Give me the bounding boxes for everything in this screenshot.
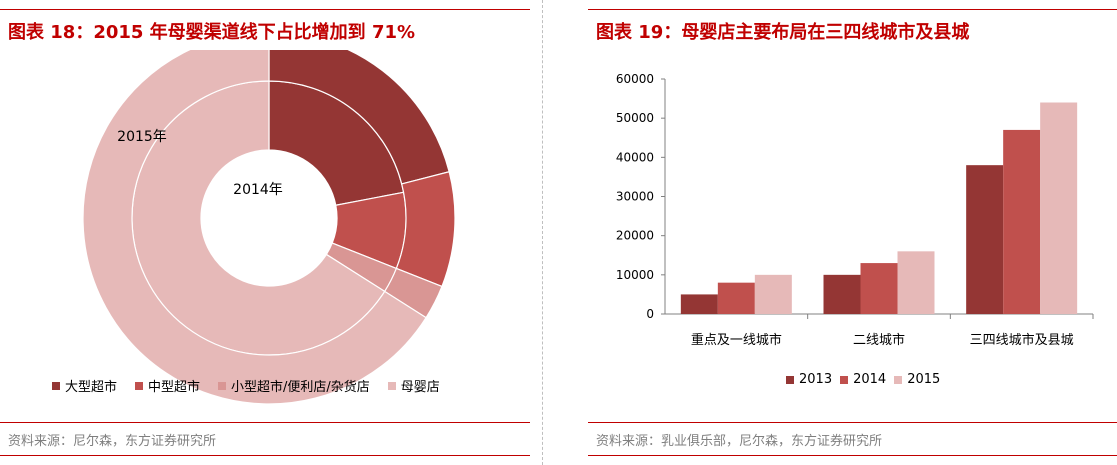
legend-item: 2013: [786, 372, 832, 387]
source-rule: [0, 422, 530, 423]
y-tick-label: 30000: [616, 190, 654, 204]
donut-slice: [82, 50, 427, 405]
source-note: 资料来源：乳业俱乐部，尼尔森，东方证券研究所: [596, 434, 883, 449]
chart-title: 图表 19：母婴店主要布局在三四线城市及县城: [596, 22, 970, 43]
source-note: 资料来源：尼尔森，东方证券研究所: [8, 434, 217, 449]
legend-swatch: [52, 381, 60, 390]
top-rule: [588, 9, 1117, 10]
legend-item: 小型超市/便利店/杂货店: [218, 376, 370, 395]
legend-swatch: [894, 375, 903, 384]
legend-item: 2015: [894, 372, 940, 387]
panel-divider: [542, 0, 543, 465]
legend-label: 大型超市: [65, 380, 118, 395]
donut-chart: 2014年 2015年: [82, 50, 456, 405]
bar: [897, 251, 935, 314]
bar: [717, 282, 755, 314]
legend-item: 大型超市: [52, 376, 117, 395]
legend-item: 中型超市: [135, 376, 200, 395]
legend-label: 中型超市: [148, 380, 201, 395]
legend-item: 2014: [840, 372, 886, 387]
bar: [966, 165, 1004, 314]
bar: [823, 274, 861, 314]
donut-slice: [395, 171, 456, 288]
left-panel: 图表 18：2015 年母婴渠道线下占比增加到 71% 2014年 2015年 大…: [0, 0, 530, 465]
legend-swatch: [135, 381, 144, 390]
right-panel: 图表 19：母婴店主要布局在三四线城市及县城 0 10000 20000 30000 4…: [588, 0, 1117, 465]
y-tick-label: 10000: [616, 268, 654, 282]
y-tick-label: 60000: [616, 72, 654, 86]
top-rule: [0, 9, 530, 10]
bar-chart: 0 10000 20000 30000 40000 50000 60000 重点及一线城市 二线…: [616, 72, 1094, 348]
bar-legend: 2013 2014 2015: [786, 372, 948, 387]
legend-swatch: [786, 375, 794, 384]
source-rule: [588, 422, 1117, 423]
y-tick-label: 0: [646, 307, 654, 321]
bottom-rule: [0, 455, 530, 456]
ring-label-outer: 2015年: [117, 129, 167, 145]
ring-label-inner: 2014年: [233, 182, 283, 198]
bar: [1003, 129, 1041, 314]
x-tick-label: 重点及一线城市: [691, 332, 782, 348]
legend-label: 母婴店: [400, 380, 440, 395]
bar: [680, 294, 718, 314]
legend-swatch: [387, 381, 396, 390]
y-tick-label: 40000: [616, 150, 654, 164]
legend-label: 2015: [907, 372, 941, 387]
chart-title: 图表 18：2015 年母婴渠道线下占比增加到 71%: [8, 22, 416, 43]
legend-label: 2013: [799, 372, 833, 387]
donut-legend: 大型超市 中型超市 小型超市/便利店/杂货店 母婴店: [52, 376, 458, 395]
bottom-rule: [588, 455, 1117, 456]
bar: [1040, 102, 1078, 314]
legend-swatch: [218, 381, 227, 390]
legend-item: 母婴店: [387, 376, 440, 395]
legend-label: 2014: [853, 372, 887, 387]
legend-swatch: [840, 375, 849, 384]
x-tick-label: 三四线城市及县城: [970, 332, 1074, 348]
legend-label: 小型超市/便利店/杂货店: [231, 380, 370, 395]
y-tick-label: 20000: [616, 229, 654, 243]
y-tick-label: 50000: [616, 111, 654, 125]
bar: [754, 274, 792, 314]
x-tick-label: 二线城市: [853, 332, 905, 348]
bar: [860, 263, 898, 314]
